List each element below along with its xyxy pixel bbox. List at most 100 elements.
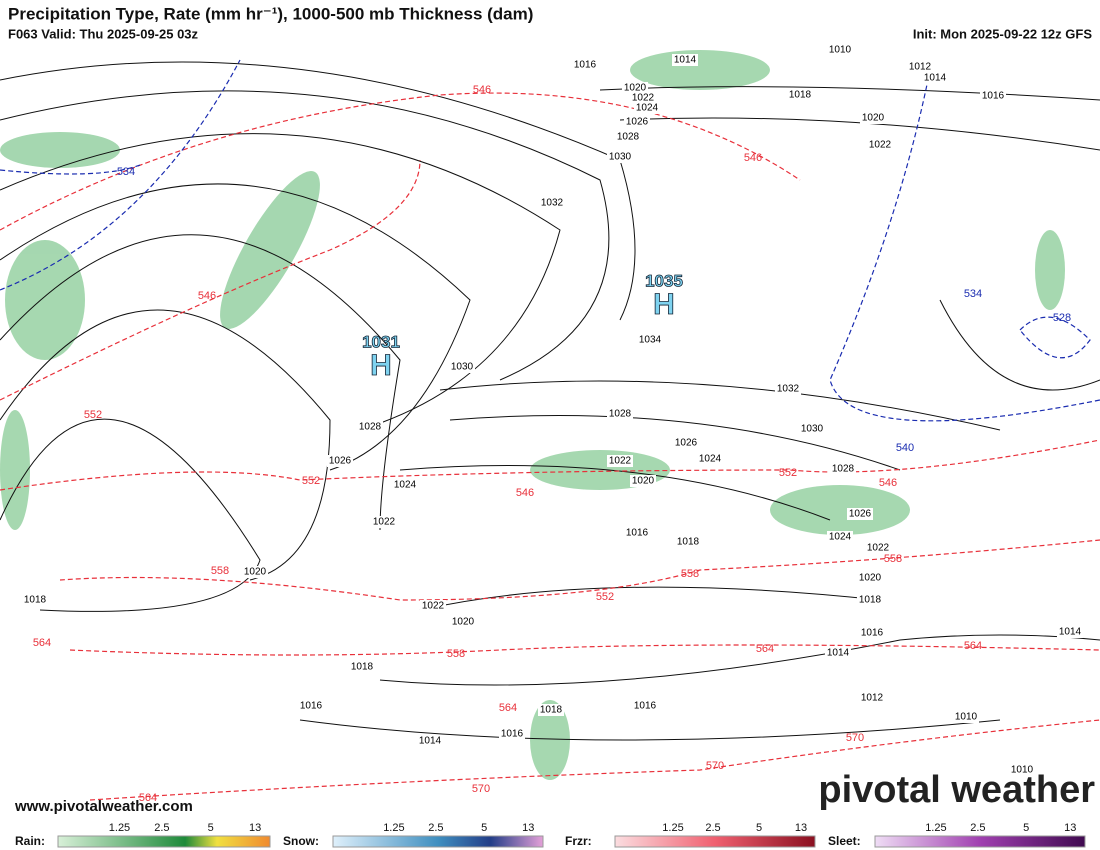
legend-tick: 2.5	[154, 822, 169, 834]
isobar-label: 1018	[351, 662, 374, 673]
isobar-label-bg	[697, 453, 723, 465]
valid-time: F063 Valid: Thu 2025-09-25 03z	[8, 26, 199, 41]
thickness-label: 564	[756, 643, 774, 655]
isobar-label-bg	[624, 116, 650, 128]
isobar-label: 1014	[419, 736, 442, 747]
isobar-label: 1026	[849, 509, 872, 520]
isobar-label: 1026	[675, 438, 698, 449]
isobar-label: 1014	[827, 648, 850, 659]
isobar-label: 1018	[24, 595, 47, 606]
legend-label: Rain:	[15, 834, 45, 848]
thickness-label: 564	[964, 640, 982, 652]
thickness-label: 570	[472, 783, 490, 795]
isobar-label-bg	[859, 692, 885, 704]
isobar-label-bg	[860, 112, 886, 124]
legend-tick: 5	[481, 822, 487, 834]
isobar-label: 1020	[452, 617, 475, 628]
isobar-label: 1020	[624, 83, 647, 94]
isobar-label: 1030	[801, 424, 824, 435]
isobar-label: 1030	[609, 152, 632, 163]
cold-thickness-label: 534	[117, 166, 135, 178]
isobar-label-bg	[538, 704, 564, 716]
isobar-label-bg	[450, 616, 476, 628]
legend-tick: 1.25	[383, 822, 404, 834]
isobar-label-bg	[827, 531, 853, 543]
thickness-label: 546	[744, 152, 762, 164]
legend-tick: 13	[249, 822, 261, 834]
isobar-label-bg	[675, 536, 701, 548]
isobar-label-bg	[1009, 764, 1035, 776]
legend-tick: 2.5	[428, 822, 443, 834]
thickness-label: 558	[211, 565, 229, 577]
isobar-label-bg	[622, 82, 648, 94]
cold-thickness-label: 528	[1053, 312, 1071, 324]
isobar-label: 1022	[869, 140, 892, 151]
high-pressure-symbol: H	[653, 288, 675, 321]
isobar-label: 1016	[300, 701, 323, 712]
isobar-label: 1016	[982, 91, 1005, 102]
isobar-label-bg	[539, 197, 565, 209]
isobar-label-bg	[907, 61, 933, 73]
isobar-label: 1020	[632, 476, 655, 487]
isobar-label: 1012	[861, 693, 884, 704]
map-title: Precipitation Type, Rate (mm hr⁻¹), 1000…	[8, 4, 533, 23]
legend-tick: 13	[1064, 822, 1076, 834]
high-pressure-symbol: H	[370, 349, 392, 382]
legend-tick: 2.5	[705, 822, 720, 834]
high-pressure-value: 1031	[362, 332, 400, 351]
isobar-label-bg	[420, 600, 446, 612]
isobar-label: 1022	[609, 456, 632, 467]
thickness-label: 570	[846, 732, 864, 744]
isobar-label-bg	[349, 661, 375, 673]
high-pressure-value: 1035	[645, 271, 683, 290]
isobar-label-bg	[327, 455, 353, 467]
isobars	[0, 61, 1100, 741]
isobar-label: 1024	[636, 103, 659, 114]
thickness-label: 558	[447, 648, 465, 660]
isobar-label-bg	[615, 131, 641, 143]
precip-areas	[0, 50, 1065, 780]
isobar-label-bg	[607, 455, 633, 467]
isobar-label: 1016	[501, 729, 524, 740]
isobar-label-bg	[673, 437, 699, 449]
isobar-label-bg	[980, 90, 1006, 102]
legend-tick: 1.25	[109, 822, 130, 834]
isobar-label: 1022	[867, 543, 890, 554]
legend-label: Snow:	[283, 834, 319, 848]
thickness-label: 546	[198, 290, 216, 302]
isobar-label-bg	[865, 542, 891, 554]
isobar-label: 1028	[617, 132, 640, 143]
isobar-label-bg	[922, 72, 948, 84]
isobar-label: 1032	[541, 198, 564, 209]
legend-tick: 1.25	[662, 822, 683, 834]
isobar-label: 1010	[829, 45, 852, 56]
isobar-label-bg	[857, 594, 883, 606]
thickness-label: 570	[706, 760, 724, 772]
isobar-label-bg	[499, 728, 525, 740]
thickness-label: 552	[779, 467, 797, 479]
isobar-label: 1022	[373, 517, 396, 528]
isobar-label-bg	[392, 479, 418, 491]
isobar-label: 1010	[1011, 765, 1034, 776]
isobar-label-bg	[799, 423, 825, 435]
cold-thickness-lines	[0, 59, 1100, 422]
isobar-label-bg	[827, 44, 853, 56]
isobar-label: 1016	[626, 528, 649, 539]
isobar-label-bg	[632, 700, 658, 712]
thickness-label: 564	[499, 702, 517, 714]
thickness-label: 546	[879, 477, 897, 489]
thickness-label: 564	[139, 792, 157, 804]
isobar-label-bg	[417, 735, 443, 747]
isobar-label-bg	[637, 334, 663, 346]
isobar-label: 1014	[674, 55, 697, 66]
legend-tick: 1.25	[925, 822, 946, 834]
isobar-label: 1012	[909, 62, 932, 73]
thickness-label: 558	[884, 553, 902, 565]
isobar-label: 1016	[861, 628, 884, 639]
isobar-label-bg	[825, 647, 851, 659]
isobar-label: 1034	[639, 335, 662, 346]
legend-tick: 5	[208, 822, 214, 834]
isobar-label: 1024	[699, 454, 722, 465]
logo: pivotal weather	[818, 769, 1095, 811]
